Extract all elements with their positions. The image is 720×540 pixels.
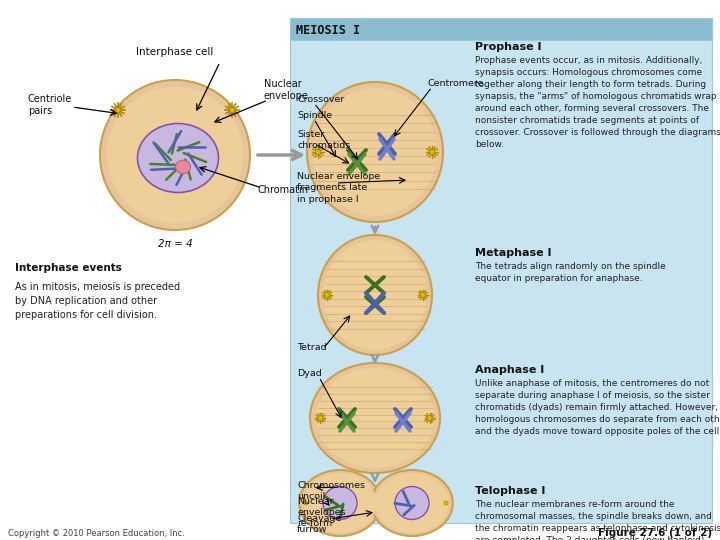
Ellipse shape [300, 470, 381, 536]
Ellipse shape [303, 473, 377, 533]
Text: Copyright © 2010 Pearson Education, Inc.: Copyright © 2010 Pearson Education, Inc. [8, 529, 185, 537]
Ellipse shape [313, 89, 437, 215]
Text: Unlike anaphase of mitosis, the centromeres do not
separate during anaphase I of: Unlike anaphase of mitosis, the centrome… [475, 379, 720, 436]
Text: Interphase cell: Interphase cell [136, 47, 214, 57]
Ellipse shape [420, 293, 426, 298]
Text: The nuclear membranes re-form around the
chromosomal masses, the spindle breaks : The nuclear membranes re-form around the… [475, 500, 720, 540]
Ellipse shape [100, 80, 250, 230]
Text: Anaphase I: Anaphase I [475, 365, 544, 375]
Text: Interphase events: Interphase events [15, 263, 122, 273]
Ellipse shape [318, 415, 323, 421]
Text: Spindle: Spindle [297, 111, 332, 120]
Ellipse shape [372, 470, 453, 536]
Ellipse shape [323, 240, 427, 349]
Text: As in mitosis, meiosis is preceded
by DNA replication and other
preparations for: As in mitosis, meiosis is preceded by DN… [15, 282, 180, 320]
Ellipse shape [427, 415, 432, 421]
Text: Cleavage
furrow: Cleavage furrow [297, 514, 341, 534]
Text: Prophase events occur, as in mitosis. Additionally,
synapsis occurs: Homologous : Prophase events occur, as in mitosis. Ad… [475, 56, 720, 148]
Ellipse shape [176, 160, 191, 174]
Text: Tetrad: Tetrad [297, 343, 327, 353]
Ellipse shape [375, 473, 449, 533]
FancyBboxPatch shape [290, 18, 712, 40]
Ellipse shape [138, 124, 218, 192]
Ellipse shape [115, 107, 120, 112]
Ellipse shape [318, 235, 432, 355]
Text: The tetrads align randomly on the spindle
equator in preparation for anaphase.: The tetrads align randomly on the spindl… [475, 262, 666, 283]
FancyBboxPatch shape [290, 18, 712, 523]
Text: Nuclear envelope
fragments late
in prophase I: Nuclear envelope fragments late in proph… [297, 172, 380, 204]
Ellipse shape [316, 368, 434, 468]
Ellipse shape [395, 487, 429, 519]
Ellipse shape [430, 150, 435, 154]
Text: Chromosomes
uncoil: Chromosomes uncoil [297, 481, 365, 501]
Text: Nuclear
envelope: Nuclear envelope [264, 79, 309, 101]
Ellipse shape [307, 82, 443, 222]
Ellipse shape [315, 150, 320, 154]
Text: Figure 27.6 (1 of 2): Figure 27.6 (1 of 2) [598, 528, 712, 538]
Text: Prophase I: Prophase I [475, 42, 541, 52]
Ellipse shape [230, 107, 235, 112]
Text: Centriole
pairs: Centriole pairs [28, 94, 72, 116]
Text: Telophase I: Telophase I [475, 486, 545, 496]
Ellipse shape [310, 363, 440, 473]
Text: Crossover: Crossover [297, 96, 344, 105]
Ellipse shape [323, 487, 357, 519]
Text: Centromere: Centromere [428, 79, 485, 89]
Text: 2π = 4: 2π = 4 [158, 239, 192, 249]
Text: Sister
chromatids: Sister chromatids [297, 130, 350, 150]
Ellipse shape [107, 87, 243, 223]
Text: Metaphase I: Metaphase I [475, 248, 552, 258]
Ellipse shape [444, 501, 448, 505]
Ellipse shape [325, 293, 330, 298]
Text: Dyad: Dyad [297, 369, 322, 379]
Text: MEIOSIS I: MEIOSIS I [296, 24, 360, 37]
Text: Nuclear
envelopes
re-form: Nuclear envelopes re-form [297, 497, 346, 528]
Ellipse shape [304, 501, 308, 505]
Text: Chromatin: Chromatin [258, 185, 309, 195]
